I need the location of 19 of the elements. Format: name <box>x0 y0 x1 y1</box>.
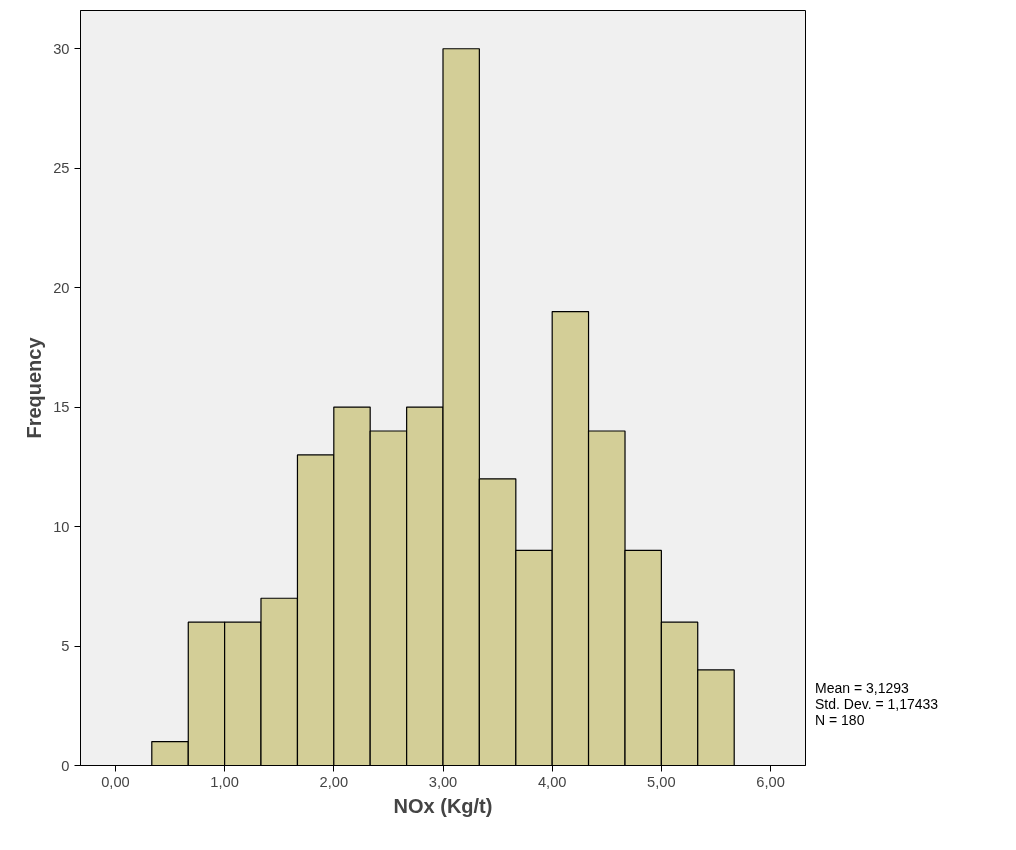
x-tick-label: 3,00 <box>428 773 458 790</box>
x-tick-label: 1,00 <box>210 773 239 790</box>
y-tick-label: 20 <box>53 279 70 296</box>
y-axis-title: Frequency <box>23 336 46 439</box>
y-tick-label: 30 <box>53 40 70 57</box>
text: Std. Dev. = 1,17433 <box>815 696 939 712</box>
text: Mean = 3,1293 <box>815 680 909 696</box>
x-tick-label: 6,00 <box>756 773 785 790</box>
x-axis-title: NOx (Kg/t) <box>393 794 493 817</box>
x-tick-label: 0,00 <box>101 773 130 790</box>
x-tick-label: 2,00 <box>319 773 349 790</box>
x-tick-label: 4,00 <box>537 773 567 790</box>
text: N = 180 <box>815 712 865 728</box>
y-tick-label: 5 <box>61 638 70 655</box>
y-tick-label: 10 <box>53 518 70 535</box>
y-tick-label: 0 <box>61 757 70 774</box>
y-tick-label: 25 <box>53 160 70 177</box>
x-tick-label: 5,00 <box>647 773 676 790</box>
y-tick-label: 15 <box>53 399 70 416</box>
